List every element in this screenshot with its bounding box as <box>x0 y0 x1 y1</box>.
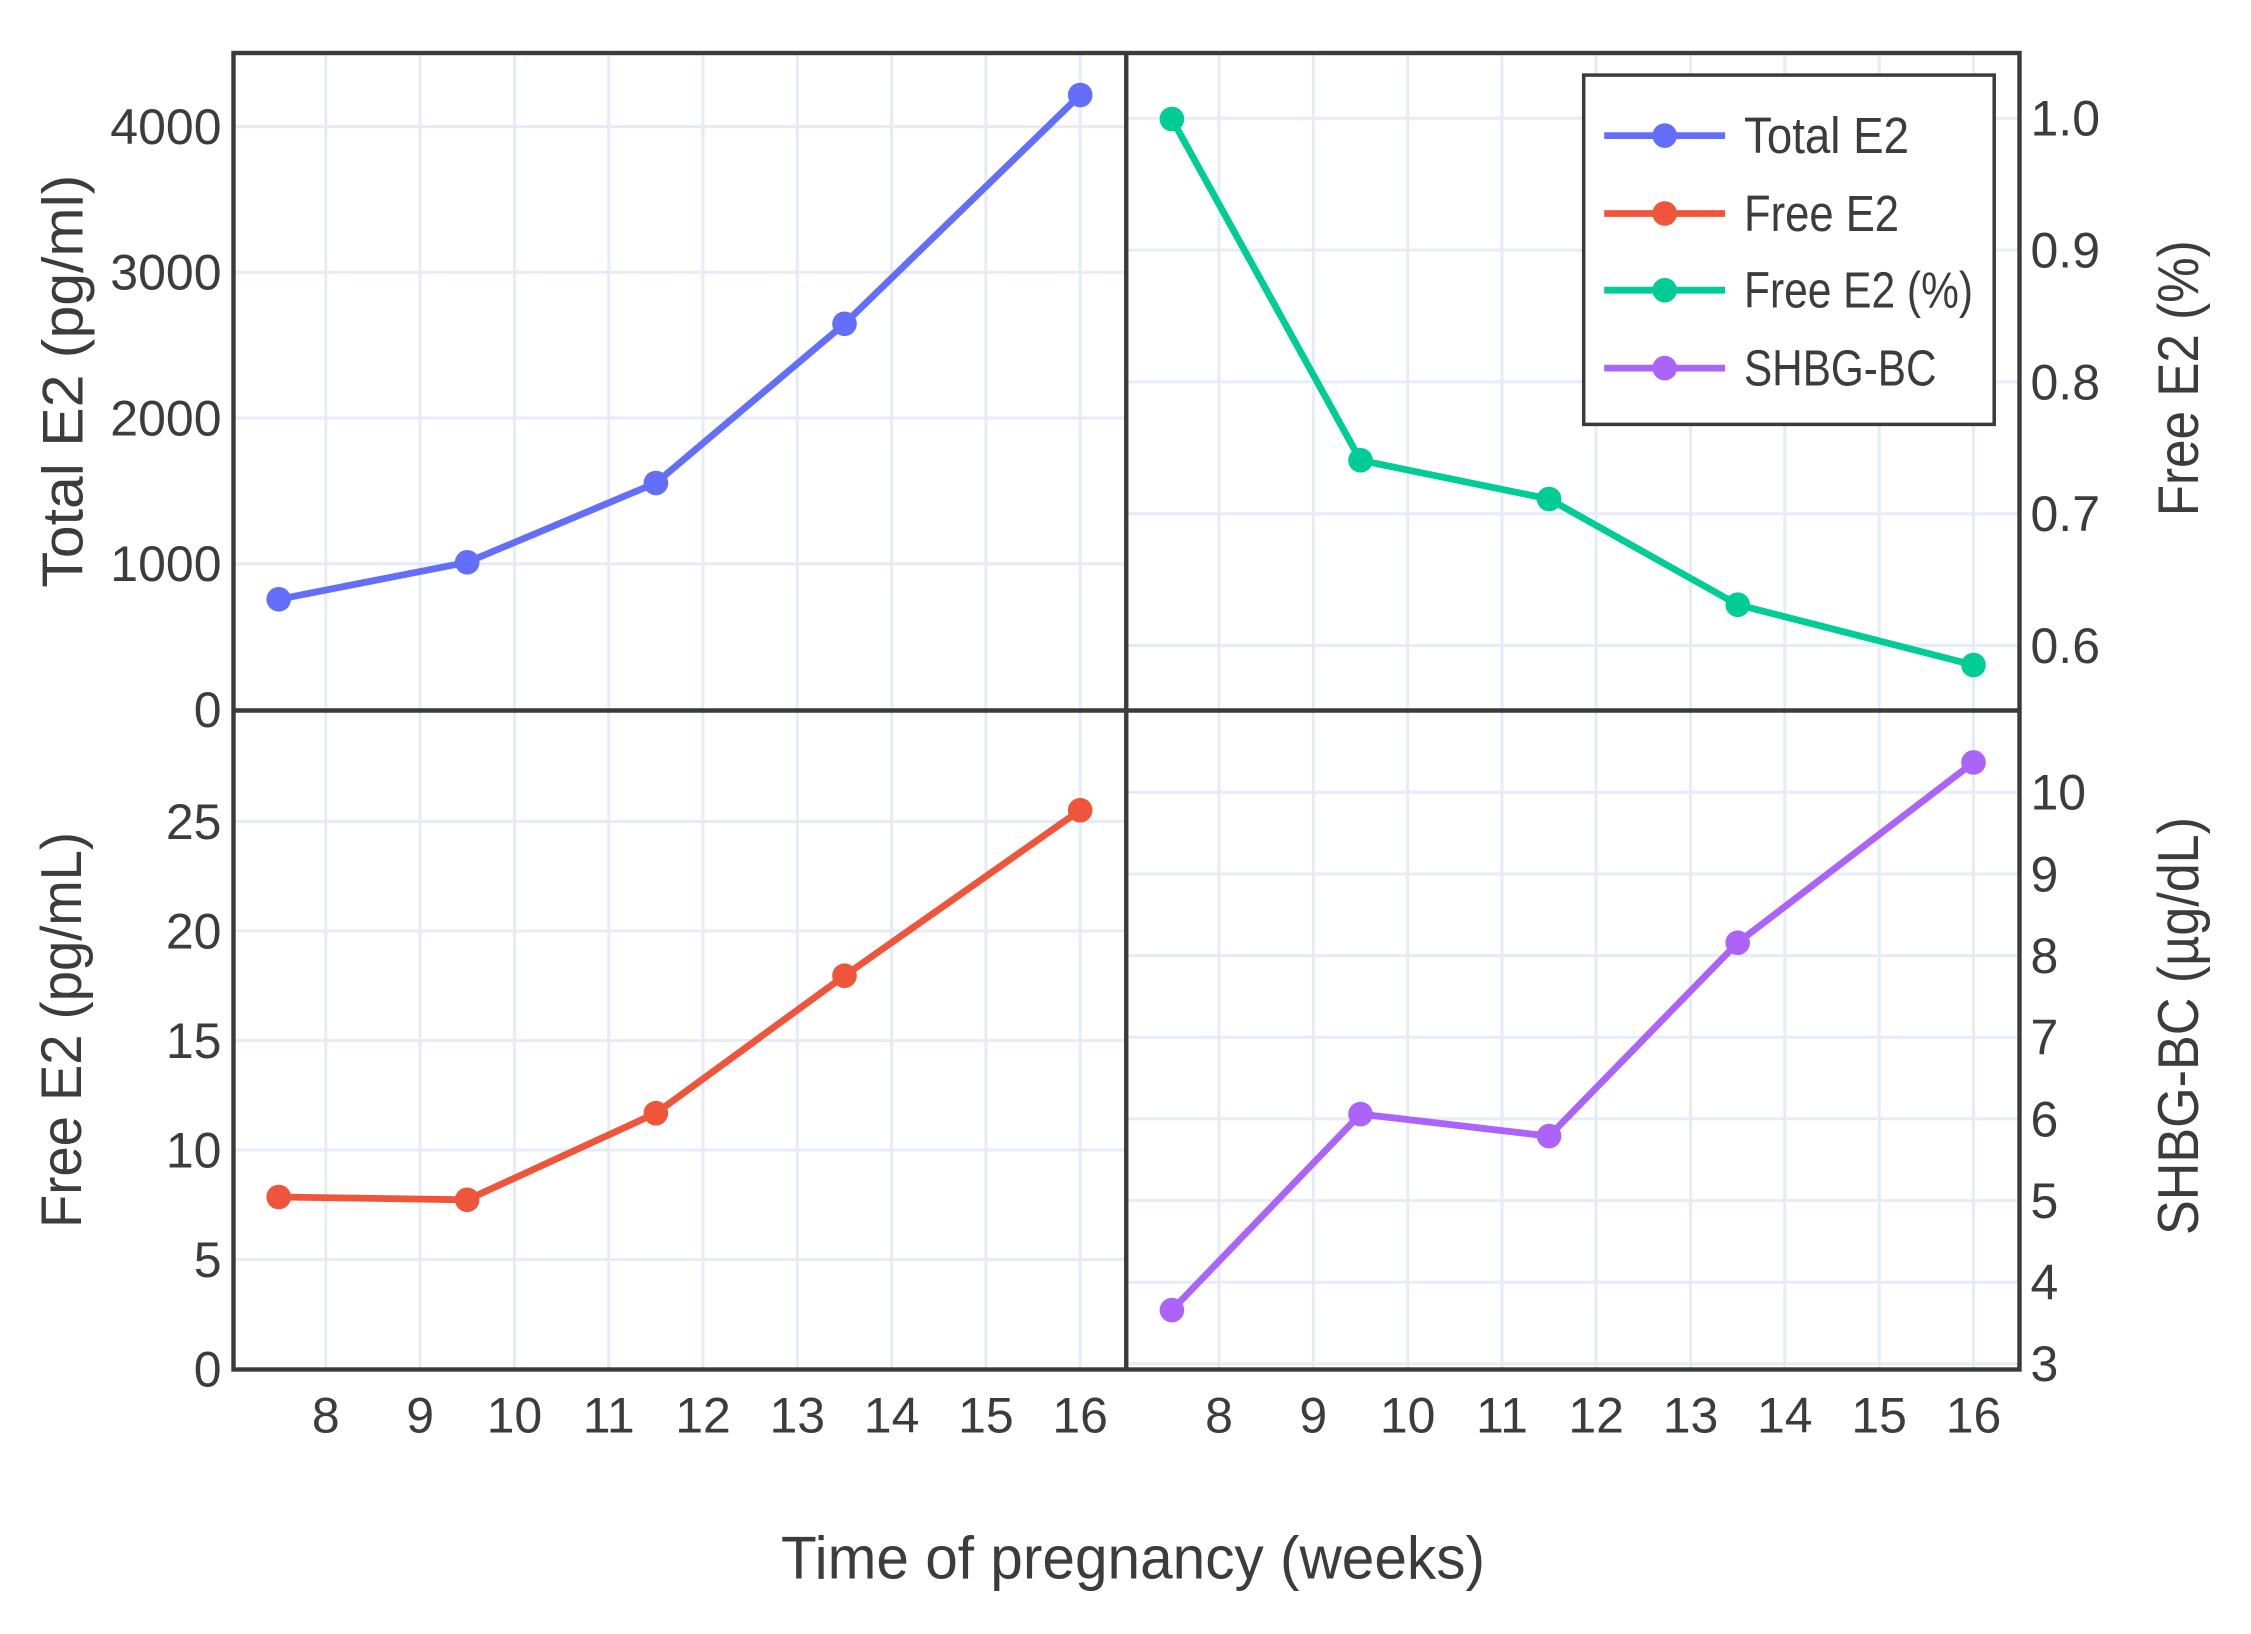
svg-text:0: 0 <box>194 1341 222 1397</box>
svg-text:1000: 1000 <box>110 536 221 592</box>
svg-text:6: 6 <box>2031 1091 2059 1147</box>
svg-text:12: 12 <box>675 1388 731 1444</box>
svg-text:SHBG-BC (µg/dL): SHBG-BC (µg/dL) <box>2147 817 2211 1235</box>
svg-text:8: 8 <box>1205 1388 1233 1444</box>
svg-text:20: 20 <box>166 903 222 959</box>
svg-text:0.6: 0.6 <box>2031 618 2101 674</box>
svg-text:11: 11 <box>583 1388 635 1444</box>
svg-text:10: 10 <box>2031 765 2087 821</box>
svg-text:11: 11 <box>1476 1388 1528 1444</box>
svg-text:Free E2 (%): Free E2 (%) <box>2147 240 2211 516</box>
svg-text:8: 8 <box>312 1388 340 1444</box>
svg-text:Free E2: Free E2 <box>1744 185 1899 242</box>
svg-text:10: 10 <box>166 1122 222 1178</box>
svg-text:10: 10 <box>487 1388 543 1444</box>
svg-text:0.7: 0.7 <box>2031 486 2101 542</box>
svg-text:0.8: 0.8 <box>2031 354 2101 410</box>
svg-text:SHBG-BC: SHBG-BC <box>1744 339 1937 396</box>
svg-text:14: 14 <box>864 1388 920 1444</box>
svg-text:3: 3 <box>2031 1336 2059 1392</box>
svg-text:4000: 4000 <box>110 99 221 155</box>
svg-text:10: 10 <box>1380 1388 1436 1444</box>
svg-text:15: 15 <box>958 1388 1014 1444</box>
svg-text:7: 7 <box>2031 1010 2059 1066</box>
svg-text:8: 8 <box>2031 928 2059 984</box>
svg-text:9: 9 <box>406 1388 434 1444</box>
svg-text:5: 5 <box>2031 1173 2059 1229</box>
svg-text:16: 16 <box>1946 1388 2002 1444</box>
svg-text:Free E2 (pg/mL): Free E2 (pg/mL) <box>30 832 94 1228</box>
svg-text:4: 4 <box>2031 1255 2059 1311</box>
svg-text:0.9: 0.9 <box>2031 223 2101 279</box>
svg-text:15: 15 <box>1851 1388 1907 1444</box>
svg-text:15: 15 <box>166 1013 222 1069</box>
svg-text:2000: 2000 <box>110 390 221 446</box>
svg-text:9: 9 <box>2031 846 2059 902</box>
svg-text:13: 13 <box>769 1388 825 1444</box>
svg-text:Total E2 (pg/ml): Total E2 (pg/ml) <box>32 175 96 588</box>
svg-text:5: 5 <box>194 1232 222 1288</box>
svg-text:3000: 3000 <box>110 245 221 301</box>
svg-text:Time of pregnancy (weeks): Time of pregnancy (weeks) <box>781 1525 1485 1592</box>
svg-text:25: 25 <box>166 794 222 850</box>
svg-text:16: 16 <box>1052 1388 1108 1444</box>
svg-text:9: 9 <box>1299 1388 1327 1444</box>
svg-text:Total E2: Total E2 <box>1744 107 1909 164</box>
svg-text:14: 14 <box>1757 1388 1813 1444</box>
svg-text:13: 13 <box>1663 1388 1719 1444</box>
svg-text:0: 0 <box>194 682 222 738</box>
svg-text:1.0: 1.0 <box>2031 91 2101 147</box>
svg-text:12: 12 <box>1568 1388 1624 1444</box>
svg-text:Free E2 (%): Free E2 (%) <box>1744 262 1973 319</box>
